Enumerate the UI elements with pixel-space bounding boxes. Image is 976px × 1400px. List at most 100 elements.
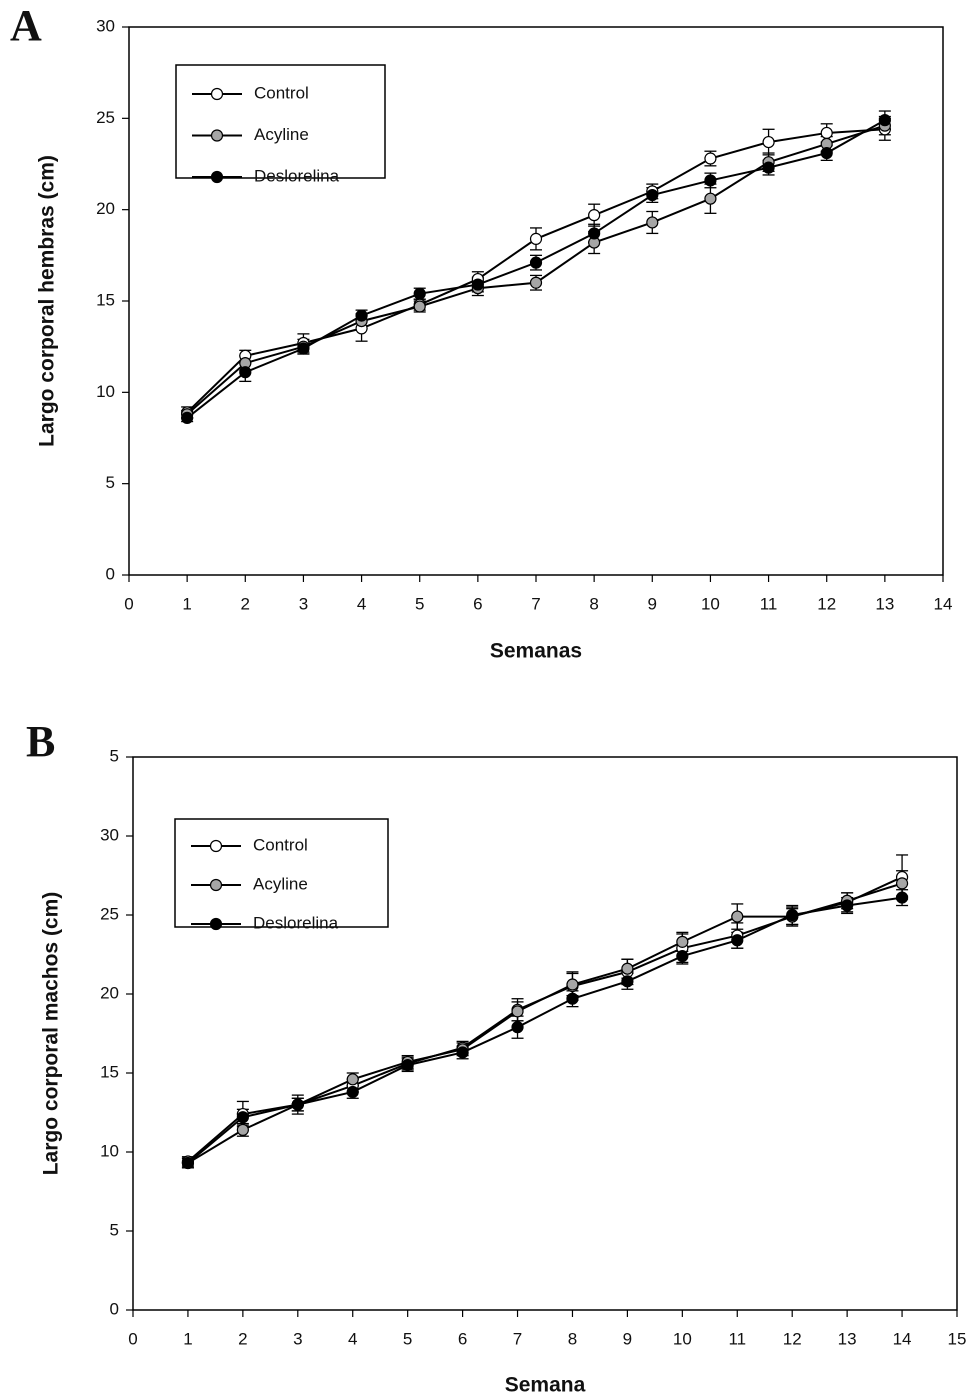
x-tick-label: 1 — [183, 1329, 192, 1348]
y-tick-label: 25 — [100, 904, 119, 923]
y-tick-label: 10 — [96, 382, 115, 401]
x-tick-label: 0 — [124, 594, 133, 613]
marker — [239, 366, 252, 379]
marker — [413, 300, 426, 313]
marker — [511, 1021, 524, 1034]
marker — [841, 899, 854, 912]
marker — [346, 1073, 359, 1086]
legend-marker — [210, 87, 224, 101]
marker — [401, 1058, 414, 1072]
x-tick-label: 5 — [403, 1329, 412, 1348]
marker — [471, 278, 484, 291]
x-tick-label: 6 — [458, 1329, 467, 1348]
x-tick-label: 14 — [934, 594, 953, 613]
x-tick-label: 4 — [348, 1329, 357, 1348]
series-line — [187, 882, 903, 1164]
y-tick-label: 20 — [100, 983, 119, 1002]
marker — [895, 877, 909, 890]
marker — [820, 126, 833, 140]
y-tick-label: 0 — [106, 564, 115, 583]
x-tick-label: 15 — [948, 1329, 967, 1348]
legend-label: Control — [254, 83, 309, 102]
x-tick-label: 8 — [568, 1329, 577, 1348]
legend-label: Acyline — [254, 125, 309, 144]
marker — [566, 992, 579, 1005]
marker — [895, 891, 909, 904]
x-tick-label: 3 — [299, 594, 308, 613]
marker — [566, 978, 579, 991]
legend-label: Deslorelina — [253, 913, 339, 932]
marker — [676, 935, 689, 948]
x-tick-label: 13 — [838, 1329, 857, 1348]
x-tick-label: 14 — [893, 1329, 912, 1348]
x-tick-label: 2 — [241, 594, 250, 613]
marker — [236, 1123, 249, 1136]
legend-label: Control — [253, 835, 308, 854]
marker — [346, 1085, 359, 1099]
y-tick-label: 0 — [110, 1299, 119, 1318]
y-tick-label: 15 — [96, 290, 115, 309]
y-tick-label: 10 — [100, 1141, 119, 1160]
panel-label: B — [26, 717, 55, 766]
x-tick-label: 5 — [415, 594, 424, 613]
legend-marker — [210, 170, 224, 184]
marker — [704, 174, 717, 187]
y-tick-label: 30 — [96, 16, 115, 35]
x-tick-label: 0 — [128, 1329, 137, 1348]
marker — [456, 1046, 469, 1059]
marker — [731, 910, 744, 923]
marker — [786, 908, 799, 922]
legend-marker — [209, 917, 223, 931]
y-tick-label: 20 — [96, 199, 115, 218]
x-tick-label: 1 — [182, 594, 191, 613]
legend-marker — [209, 839, 223, 853]
marker — [413, 287, 426, 300]
marker — [878, 114, 891, 127]
x-tick-label: 9 — [623, 1329, 632, 1348]
marker — [704, 152, 717, 165]
series-line — [187, 896, 903, 1164]
x-tick-label: 6 — [473, 594, 482, 613]
x-axis-title: Semana — [505, 1374, 586, 1397]
marker — [529, 276, 543, 289]
x-tick-label: 13 — [875, 594, 894, 613]
y-tick-label: 25 — [96, 108, 115, 127]
marker — [820, 146, 833, 160]
x-tick-label: 2 — [238, 1329, 247, 1348]
x-tick-label: 8 — [589, 594, 598, 613]
y-tick-label: 5 — [110, 1220, 119, 1239]
y-tick-label: 5 — [106, 473, 115, 492]
marker — [762, 135, 775, 149]
x-tick-label: 11 — [728, 1329, 746, 1348]
marker — [355, 309, 368, 322]
marker — [762, 161, 775, 174]
marker — [529, 232, 543, 245]
panel-label: A — [10, 1, 42, 50]
legend-label: Acyline — [253, 874, 308, 893]
x-tick-label: 3 — [293, 1329, 302, 1348]
marker — [676, 949, 689, 963]
marker — [588, 209, 601, 222]
x-tick-label: 10 — [673, 1329, 692, 1348]
legend-box — [174, 818, 389, 928]
x-tick-label: 7 — [531, 594, 540, 613]
x-tick-label: 10 — [701, 594, 720, 613]
x-tick-label: 12 — [817, 594, 836, 613]
x-tick-label: 12 — [783, 1329, 802, 1348]
y-tick-label: 5 — [110, 746, 119, 765]
x-tick-label: 9 — [648, 594, 657, 613]
x-axis-title: Semanas — [490, 640, 582, 663]
marker — [529, 256, 543, 269]
x-tick-label: 7 — [513, 1329, 522, 1348]
marker — [181, 1156, 195, 1170]
plot-frame — [132, 756, 958, 1311]
y-axis-title: Largo corporal hembras (cm) — [36, 155, 59, 447]
marker — [621, 975, 634, 988]
marker — [291, 1098, 304, 1111]
legend-marker — [210, 129, 224, 142]
x-tick-label: 4 — [357, 594, 366, 613]
legend-marker — [209, 878, 223, 892]
marker — [297, 342, 310, 355]
marker — [588, 227, 601, 240]
